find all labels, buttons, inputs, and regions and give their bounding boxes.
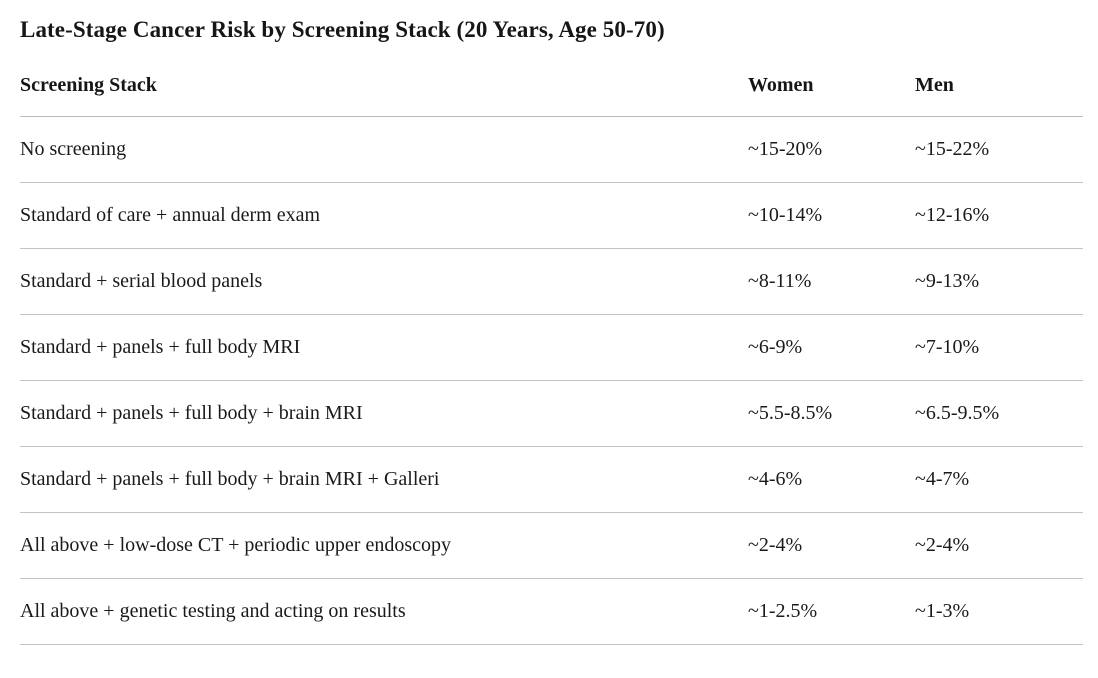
page-title: Late-Stage Cancer Risk by Screening Stac… bbox=[20, 17, 665, 42]
cell-screening-stack: All above + genetic testing and acting o… bbox=[20, 578, 748, 645]
table-row: Standard + panels + full body MRI ~6-9% … bbox=[20, 314, 1083, 381]
cell-women-risk: ~8-11% bbox=[748, 248, 915, 315]
cell-screening-stack: No screening bbox=[20, 116, 748, 183]
cell-women-risk: ~2-4% bbox=[748, 512, 915, 579]
page: Late-Stage Cancer Risk by Screening Stac… bbox=[20, 17, 1083, 645]
table-row: All above + genetic testing and acting o… bbox=[20, 578, 1083, 645]
cell-men-risk: ~15-22% bbox=[915, 116, 1083, 183]
cell-men-risk: ~12-16% bbox=[915, 182, 1083, 249]
cell-screening-stack: Standard + panels + full body + brain MR… bbox=[20, 446, 748, 513]
column-header-men: Men bbox=[915, 73, 1083, 117]
cell-men-risk: ~6.5-9.5% bbox=[915, 380, 1083, 447]
table-row: Standard of care + annual derm exam ~10-… bbox=[20, 182, 1083, 249]
cell-men-risk: ~2-4% bbox=[915, 512, 1083, 579]
table-header-row: Screening Stack Women Men bbox=[20, 73, 1083, 117]
cell-men-risk: ~4-7% bbox=[915, 446, 1083, 513]
table-row: No screening ~15-20% ~15-22% bbox=[20, 116, 1083, 183]
cell-screening-stack: Standard + panels + full body + brain MR… bbox=[20, 380, 748, 447]
table-row: Standard + panels + full body + brain MR… bbox=[20, 446, 1083, 513]
screening-risk-table: Screening Stack Women Men No screening ~… bbox=[20, 73, 1083, 645]
cell-women-risk: ~5.5-8.5% bbox=[748, 380, 915, 447]
cell-men-risk: ~7-10% bbox=[915, 314, 1083, 381]
cell-women-risk: ~15-20% bbox=[748, 116, 915, 183]
cell-women-risk: ~6-9% bbox=[748, 314, 915, 381]
table-row: Standard + panels + full body + brain MR… bbox=[20, 380, 1083, 447]
table-body: No screening ~15-20% ~15-22% Standard of… bbox=[20, 116, 1083, 645]
cell-women-risk: ~10-14% bbox=[748, 182, 915, 249]
cell-women-risk: ~1-2.5% bbox=[748, 578, 915, 645]
column-header-screening-stack: Screening Stack bbox=[20, 73, 748, 117]
cell-screening-stack: All above + low-dose CT + periodic upper… bbox=[20, 512, 748, 579]
cell-men-risk: ~1-3% bbox=[915, 578, 1083, 645]
cell-women-risk: ~4-6% bbox=[748, 446, 915, 513]
table-row: All above + low-dose CT + periodic upper… bbox=[20, 512, 1083, 579]
cell-screening-stack: Standard + serial blood panels bbox=[20, 248, 748, 315]
cell-screening-stack: Standard + panels + full body MRI bbox=[20, 314, 748, 381]
cell-screening-stack: Standard of care + annual derm exam bbox=[20, 182, 748, 249]
cell-men-risk: ~9-13% bbox=[915, 248, 1083, 315]
table-row: Standard + serial blood panels ~8-11% ~9… bbox=[20, 248, 1083, 315]
column-header-women: Women bbox=[748, 73, 915, 117]
